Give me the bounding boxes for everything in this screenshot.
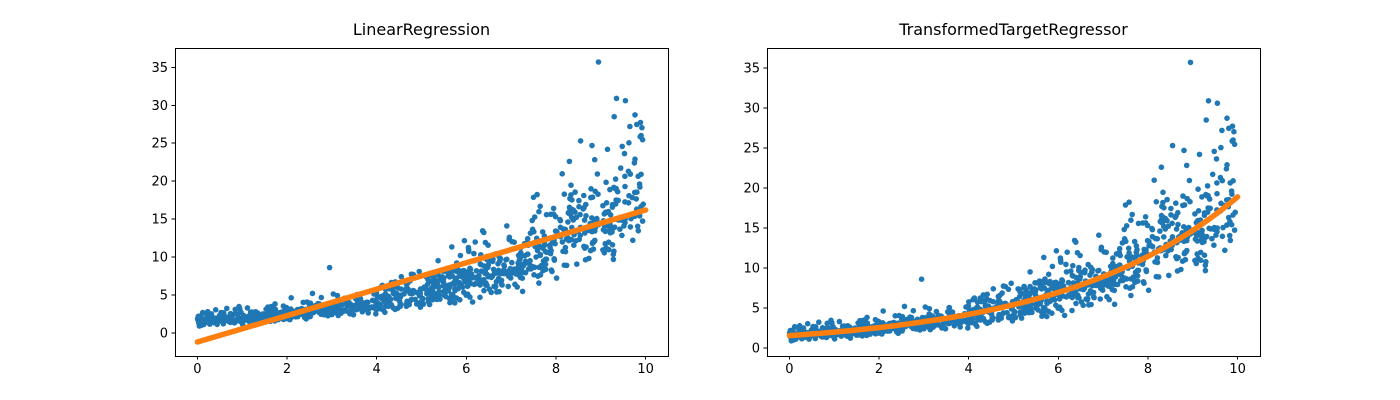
subplot-title-transformed-target-regressor: TransformedTargetRegressor [899, 20, 1128, 39]
x-tick-label: 10 [637, 362, 654, 377]
subplot-title-linear-regression: LinearRegression [352, 20, 491, 39]
x-tick-label: 2 [875, 362, 883, 377]
subplot-axes-1: 0 2 4 6 8 10 0 5 10 15 20 25 30 35 [743, 48, 1261, 377]
y-tick-label: 15 [743, 222, 760, 237]
x-tick-label: 4 [965, 362, 973, 377]
y-tick-label: 0 [752, 342, 760, 357]
y-tick-label: 30 [743, 102, 760, 117]
x-tick-label: 8 [1144, 362, 1152, 377]
y-tick-label: 25 [743, 142, 760, 157]
y-axis-ticks: 0 5 10 15 20 25 30 35 [151, 61, 175, 341]
y-tick-label: 10 [151, 251, 168, 266]
y-tick-label: 15 [151, 213, 168, 228]
y-tick-label: 10 [743, 262, 760, 277]
y-tick-label: 35 [151, 61, 168, 76]
y-tick-label: 5 [752, 302, 760, 317]
y-tick-label: 20 [151, 175, 168, 190]
x-tick-label: 6 [462, 362, 470, 377]
axes-spines [175, 48, 669, 357]
fit-line [786, 194, 1241, 339]
scatter-points [786, 59, 1238, 344]
y-tick-label: 5 [160, 288, 168, 303]
y-tick-label: 0 [160, 326, 168, 341]
x-tick-label: 4 [373, 362, 381, 377]
y-tick-label: 30 [151, 99, 168, 114]
x-axis-ticks: 0 2 4 6 8 10 [785, 356, 1246, 377]
x-axis-ticks: 0 2 4 6 8 10 [193, 356, 654, 377]
x-tick-label: 0 [785, 362, 793, 377]
x-tick-label: 0 [193, 362, 201, 377]
axes-spines [767, 48, 1261, 357]
subplot-axes-0: 0 2 4 6 8 10 0 5 10 15 20 25 30 35 [151, 48, 669, 377]
y-tick-label: 25 [151, 137, 168, 152]
y-tick-label: 35 [743, 62, 760, 77]
x-tick-label: 6 [1054, 362, 1062, 377]
y-axis-ticks: 0 5 10 15 20 25 30 35 [743, 62, 767, 357]
x-tick-label: 2 [283, 362, 291, 377]
x-tick-label: 8 [552, 362, 560, 377]
scatter-points [194, 59, 646, 329]
x-tick-label: 10 [1229, 362, 1246, 377]
fit-line [194, 207, 649, 345]
y-tick-label: 20 [743, 182, 760, 197]
